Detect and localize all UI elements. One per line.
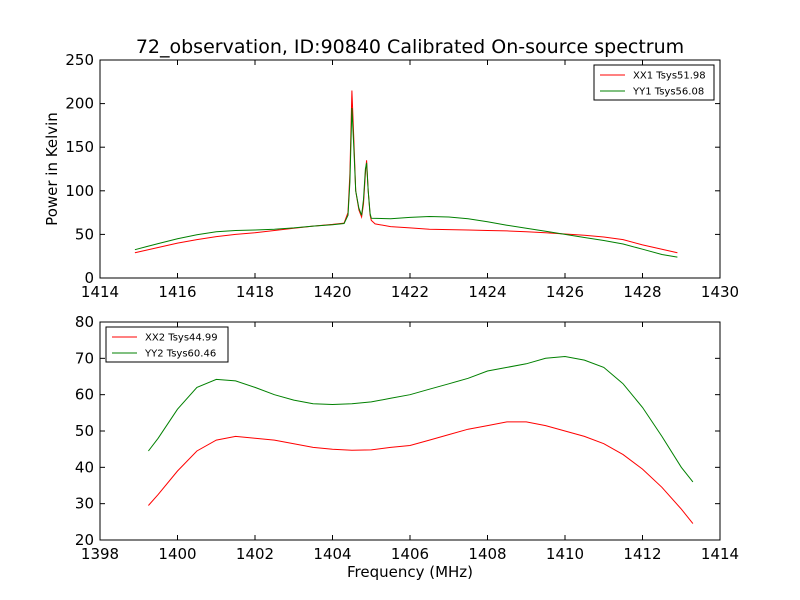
x-tick-label: 1428 [623,283,661,301]
y-tick-label: 100 [65,182,94,200]
x-tick-label: 1408 [468,545,506,563]
y-tick-label: 150 [65,138,94,156]
x-tick-label: 1414 [81,283,119,301]
legend: XX2 Tsys44.99 YY2 Tsys60.46 [105,326,229,363]
series-line-1 [148,421,694,524]
legend-box [593,64,715,101]
x-tick-label: 1426 [546,283,584,301]
legend-label-2: YY1 Tsys56.08 [632,87,704,98]
x-tick-label: 1412 [623,545,661,563]
y-tick-label: 20 [75,531,94,549]
x-tick-label: 1430 [701,283,739,301]
top-y-axis-label: Power in Kelvin [43,112,61,226]
y-tick-label: 80 [75,313,94,331]
legend: XX1 Tsys51.98 YY1 Tsys56.08 [593,64,715,101]
x-tick-label: 1398 [81,545,119,563]
x-tick-label: 1402 [236,545,274,563]
x-tick-label: 1400 [158,545,196,563]
figure-title: 72_observation, ID:90840 Calibrated On-s… [136,36,684,58]
x-tick-label: 1414 [701,545,739,563]
series-line-2 [148,355,694,483]
legend-box [105,326,229,363]
bottom-spectrum-plot: 1398 1400 1402 1404 1406 1408 1410 1412 1414 20 30… [75,313,739,563]
y-tick-label: 40 [75,458,94,476]
y-tick-label: 70 [75,349,94,367]
x-tick-label: 1422 [391,283,429,301]
y-tick-label: 200 [65,95,94,113]
y-tick-label: 250 [65,51,94,69]
x-tick-label: 1410 [546,545,584,563]
x-tick-label: 1418 [236,283,274,301]
bottom-x-axis-label: Frequency (MHz) [347,563,473,581]
legend-label-1: XX2 Tsys44.99 [145,333,218,344]
x-tick-label: 1424 [468,283,506,301]
x-tick-label: 1420 [313,283,351,301]
legend-label-1: XX1 Tsys51.98 [633,71,706,82]
y-tick-label: 30 [75,495,94,513]
legend-label-2: YY2 Tsys60.46 [144,349,216,360]
y-tick-label: 50 [75,422,94,440]
series-line-2 [134,107,678,258]
y-tick-label: 0 [84,269,94,287]
y-tick-label: 50 [75,225,94,243]
top-spectrum-plot: 1414 1416 1418 1420 1422 1424 1426 1428 1430 0 50 1… [65,51,739,301]
x-tick-label: 1404 [313,545,351,563]
x-tick-label: 1406 [391,545,429,563]
x-tick-label: 1416 [158,283,196,301]
y-tick-label: 60 [75,386,94,404]
